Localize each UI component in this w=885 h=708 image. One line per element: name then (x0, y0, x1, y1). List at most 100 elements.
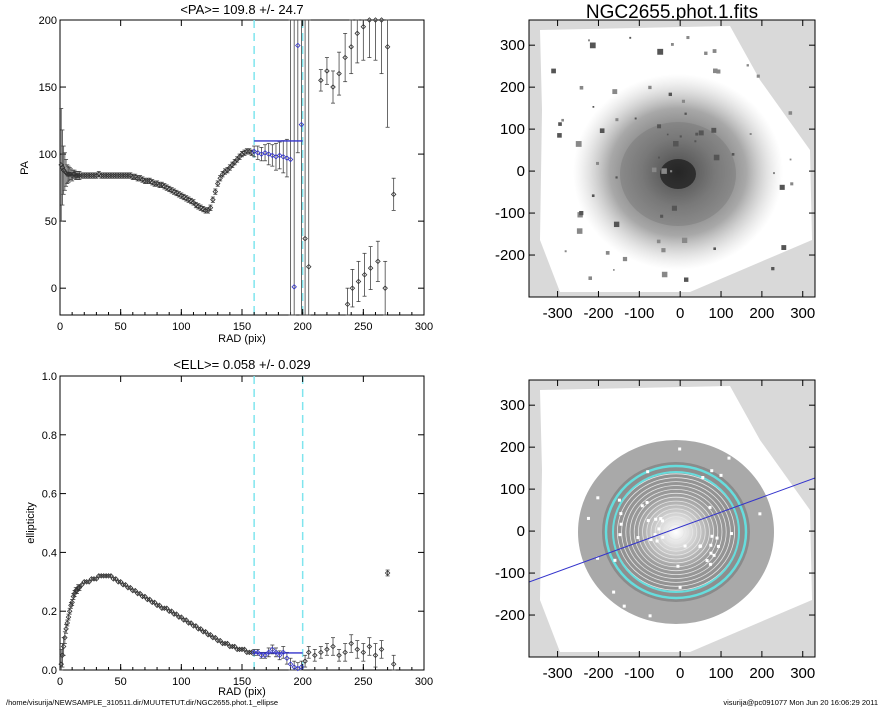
pa-point (348, 44, 354, 50)
pa-point (276, 152, 283, 159)
ell-point (178, 614, 185, 620)
field-star (648, 85, 652, 90)
ell-point (273, 649, 279, 656)
pa-point (190, 199, 197, 206)
pa-point (154, 180, 160, 187)
masked-star (617, 498, 621, 502)
field-star (712, 49, 717, 53)
ell-point (224, 640, 231, 647)
galaxy-core (660, 159, 696, 189)
image-x-tick-label: 300 (790, 305, 815, 322)
pa-point (384, 44, 391, 50)
masked-star (648, 614, 652, 618)
fit-ellipse-inner (612, 471, 740, 593)
ell-point (168, 608, 175, 614)
masked-star (708, 562, 712, 566)
pa-point (166, 186, 172, 192)
masked-star (655, 539, 659, 543)
ell-y-label: ellipticity (25, 502, 37, 544)
pa-point (330, 84, 336, 90)
ell-point (258, 652, 265, 659)
masked-star (712, 553, 716, 557)
masked-star (710, 534, 714, 538)
field-star (557, 133, 562, 138)
ell-point (151, 599, 158, 606)
pa-point (269, 152, 276, 159)
image-x-tick-label: -300 (543, 665, 573, 682)
image-x-tick-label: 0 (676, 665, 684, 682)
isophote-ellipse (633, 492, 719, 572)
ell-point (193, 623, 199, 629)
field-star (561, 118, 564, 122)
masked-star (649, 538, 653, 542)
pa-point (239, 151, 245, 157)
field-star (576, 228, 583, 234)
masked-star (678, 585, 682, 589)
field-star (695, 132, 699, 136)
isophote-ellipse (617, 477, 736, 587)
pa-x-tick-label: 250 (354, 321, 372, 333)
ell-point (188, 620, 194, 626)
ell-point (284, 655, 290, 662)
pa-point (193, 202, 199, 208)
pa-point (176, 191, 182, 198)
ell-point (117, 579, 124, 585)
pa-dashed-lines (253, 20, 304, 315)
field-star (613, 221, 620, 228)
ell-point (62, 634, 68, 641)
masked-star (709, 551, 713, 555)
masked-star (657, 527, 661, 531)
pa-point (207, 204, 214, 211)
isophote-ellipse (621, 481, 731, 583)
pa-point (197, 204, 204, 211)
field-star (622, 256, 628, 262)
field-star (657, 124, 662, 129)
ell-point (63, 626, 69, 632)
masked-star (661, 519, 665, 523)
image-x-tick-label: 0 (676, 305, 684, 322)
ell-point (75, 584, 81, 591)
pa-point (229, 162, 236, 168)
masked-star (596, 556, 600, 560)
pa-point (96, 171, 102, 177)
pa-point (212, 188, 219, 195)
image-y-tick-label: 200 (500, 439, 525, 456)
ell-point (69, 599, 75, 606)
pa-point (159, 182, 165, 188)
image-y-tick-label: 300 (500, 397, 525, 414)
field-star (579, 210, 584, 216)
pa-point (183, 195, 189, 202)
pa-point (75, 172, 81, 179)
field-star (657, 48, 664, 55)
image-x-tick-label: -100 (624, 665, 654, 682)
image-x-tick-label: -200 (583, 665, 613, 682)
ell-point (108, 573, 114, 579)
pa-point (200, 206, 206, 212)
image-y-tick-label: 200 (500, 79, 525, 96)
field-star (588, 276, 593, 280)
ell-point (231, 643, 238, 650)
pa-point (161, 183, 168, 190)
field-star (713, 68, 718, 74)
image-bottom-x-ticks: -300 -200 -100 0 100 200 300 (543, 380, 815, 682)
pa-point (231, 159, 238, 165)
masked-star (612, 590, 616, 594)
field-star (788, 111, 793, 115)
image-x-tick-label: 200 (749, 665, 774, 682)
field-star (773, 172, 775, 175)
pa-point (298, 121, 305, 128)
field-star (789, 158, 792, 161)
ell-point (269, 646, 276, 653)
ell-point (302, 658, 308, 664)
ell-point (255, 649, 261, 656)
masked-star (659, 517, 663, 521)
ell-point (60, 643, 67, 650)
pa-point (349, 285, 356, 291)
masked-star (646, 519, 650, 523)
ell-point (137, 590, 143, 597)
isophote-ellipse (642, 500, 710, 564)
pa-point (70, 171, 77, 177)
masked-star (705, 559, 709, 563)
ell-y-tick-label: 0.4 (42, 547, 57, 559)
